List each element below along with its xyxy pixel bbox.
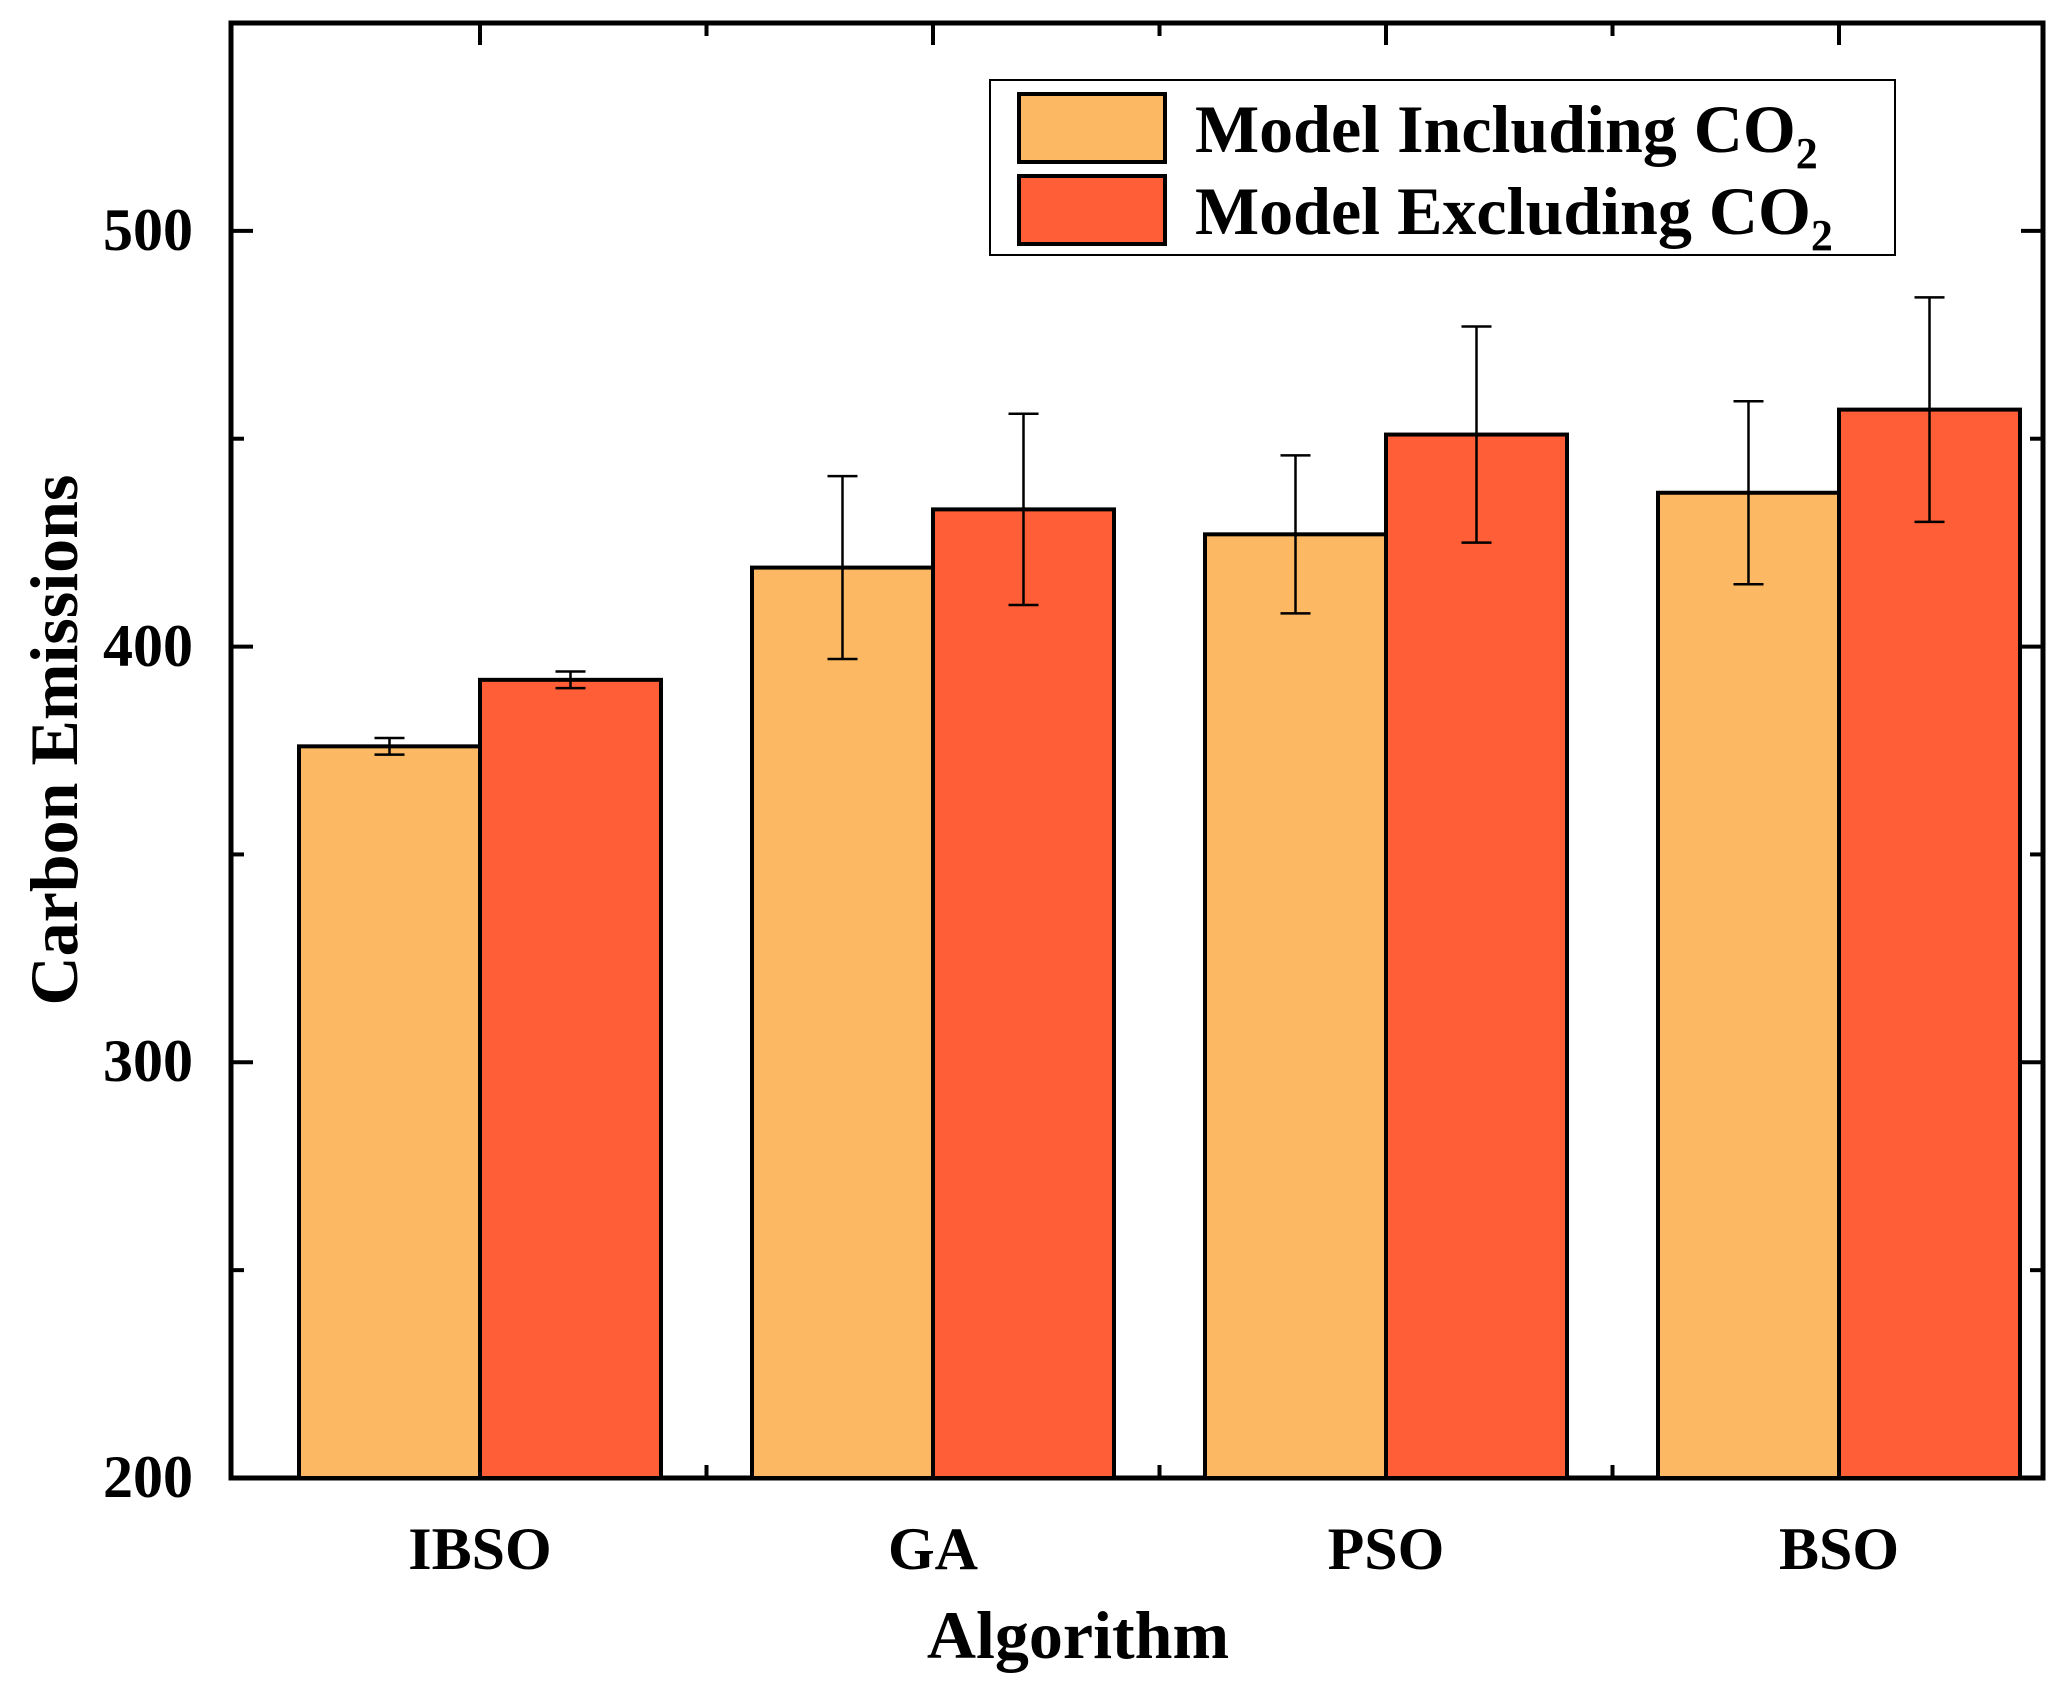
error-bar-bso-including: [1733, 400, 1764, 586]
y-tick-label-200: 200: [103, 1444, 193, 1510]
bar-pso-excluding: [1384, 432, 1569, 1480]
plot-frame: [228, 20, 2046, 1481]
bar-pso-including: [1203, 532, 1388, 1480]
plot-area: [228, 20, 2046, 1481]
error-bar-ga-excluding: [1008, 412, 1039, 607]
y-tick-label-300: 300: [103, 1028, 193, 1094]
error-bar-pso-excluding: [1461, 325, 1492, 544]
error-bar-bso-excluding: [1914, 296, 1945, 524]
error-bar-pso-including: [1280, 454, 1311, 615]
x-tick-label-bso: BSO: [1779, 1516, 1899, 1582]
ticks-group: [231, 23, 2043, 1480]
x-tick-label-ibso: IBSO: [408, 1516, 551, 1582]
bar-ibso-excluding: [478, 677, 663, 1480]
legend-label-including: Model Including CO2: [1195, 91, 1818, 178]
bar-ga-including: [750, 565, 935, 1480]
legend-label-including-subscript: 2: [1796, 129, 1818, 178]
error-bar-ibso-including: [374, 736, 405, 756]
bar-ibso-including: [297, 744, 482, 1480]
bar-ga-excluding: [931, 507, 1116, 1480]
bars-group: [297, 407, 2022, 1481]
y-tick-label-400: 400: [103, 613, 193, 679]
legend: Model Including CO2 Model Excluding CO2: [989, 79, 1896, 260]
bar-bso-including: [1656, 490, 1841, 1480]
legend-label-excluding-subscript: 2: [1811, 211, 1833, 260]
error-bars-group: [374, 296, 1945, 756]
x-tick-label-pso: PSO: [1328, 1516, 1445, 1582]
y-axis-title: Carbon Emissions: [16, 475, 92, 1006]
x-tick-label-ga: GA: [888, 1516, 978, 1582]
legend-label-excluding-text: Model Excluding CO: [1195, 173, 1811, 249]
error-bar-ibso-excluding: [555, 670, 586, 690]
y-tick-label-500: 500: [103, 197, 193, 263]
legend-label-excluding: Model Excluding CO2: [1195, 173, 1833, 260]
error-bar-ga-including: [827, 474, 858, 661]
legend-swatch-including: [1017, 92, 1167, 164]
tick-labels-group: 200 300 400 500 IBSO GA PSO BSO: [103, 197, 1899, 1582]
legend-swatch-excluding: [1017, 174, 1167, 246]
legend-label-including-text: Model Including CO: [1195, 91, 1796, 167]
x-axis-title: Algorithm: [927, 1597, 1229, 1673]
bar-bso-excluding: [1837, 407, 2022, 1481]
